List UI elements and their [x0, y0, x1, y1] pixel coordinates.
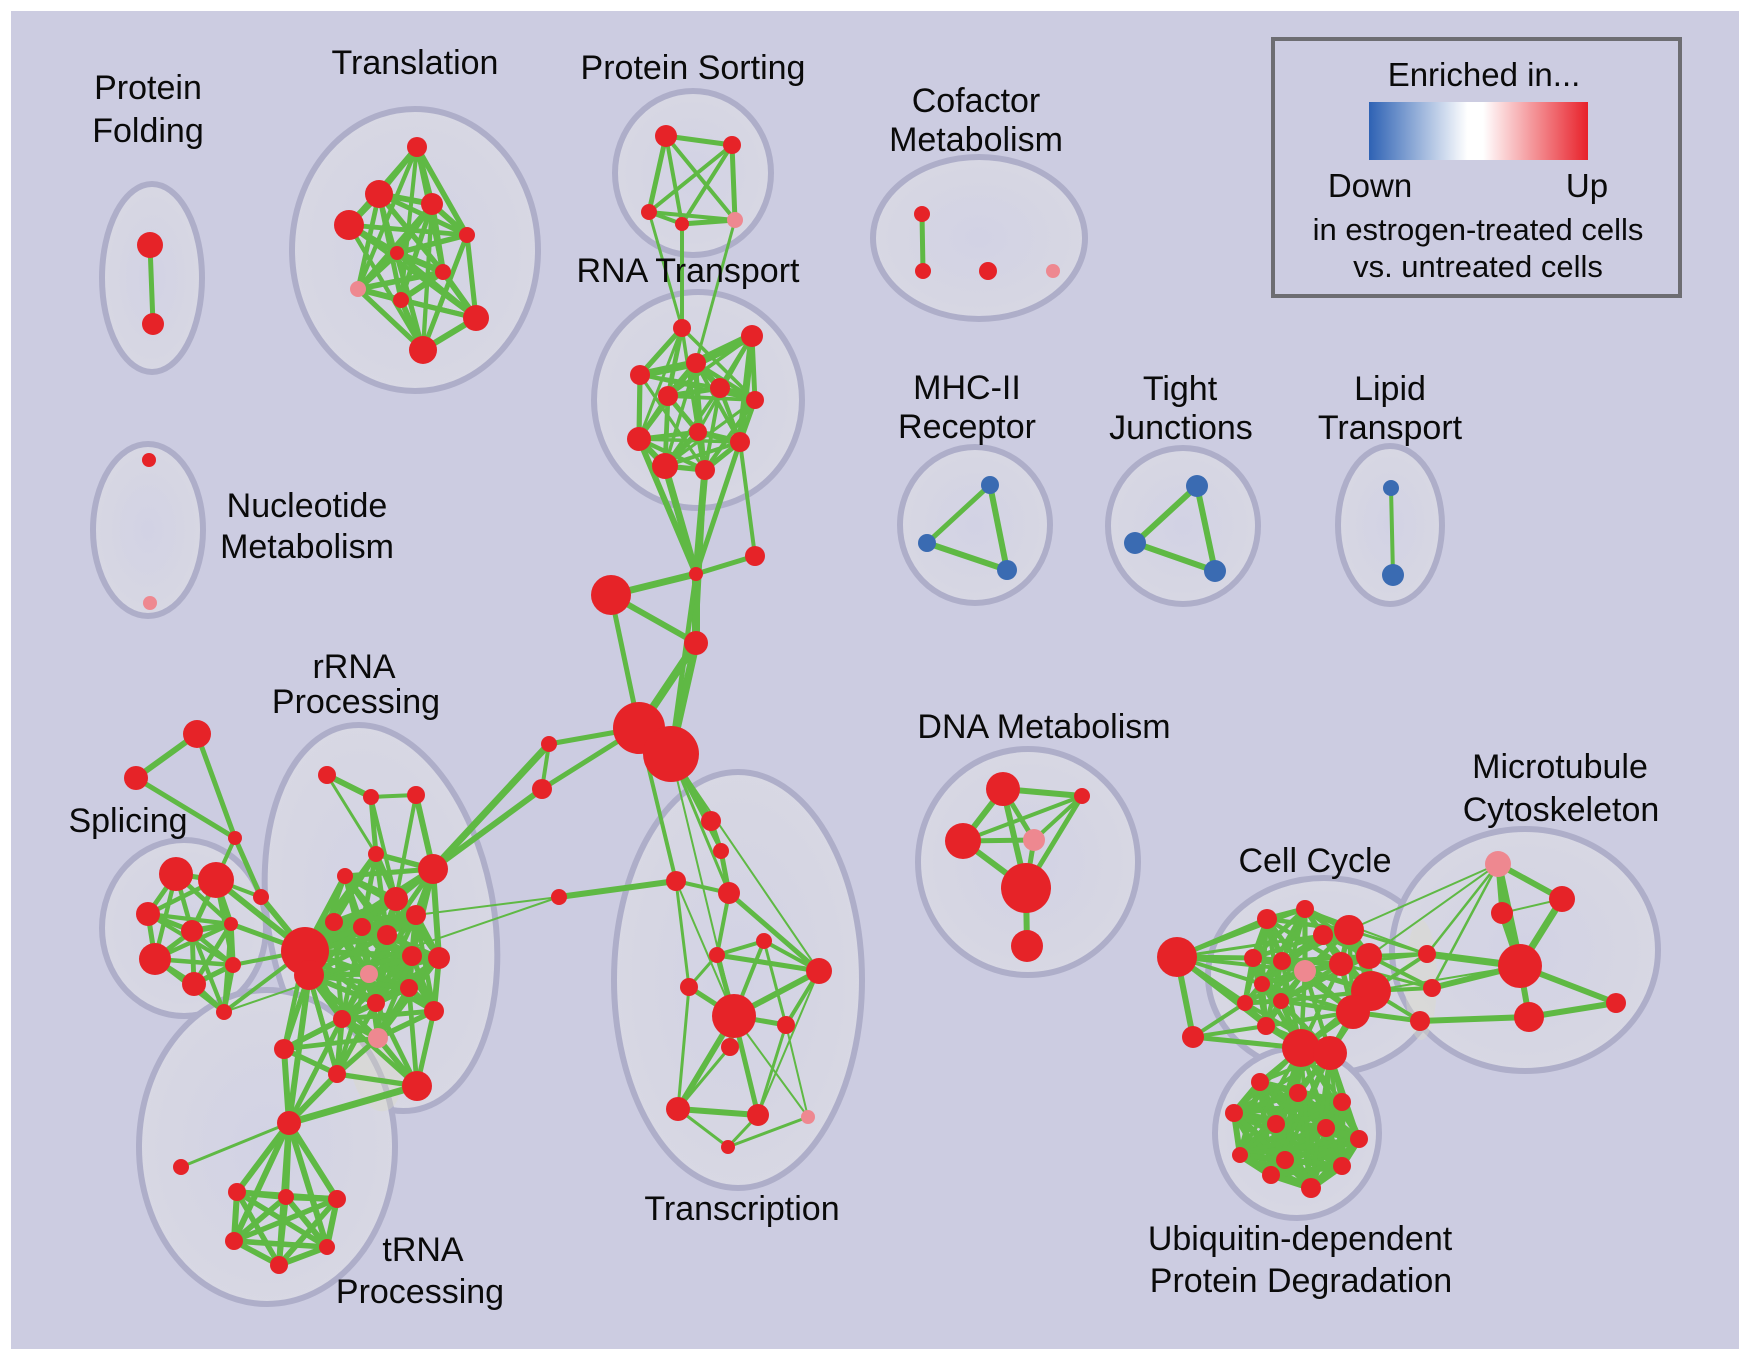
svg-text:Tight: Tight — [1143, 370, 1218, 408]
svg-text:Down: Down — [1328, 167, 1412, 204]
svg-text:Protein Sorting: Protein Sorting — [581, 49, 806, 87]
svg-text:Transport: Transport — [1318, 409, 1463, 447]
svg-text:Protein Degradation: Protein Degradation — [1150, 1262, 1452, 1300]
svg-text:tRNA: tRNA — [382, 1231, 464, 1269]
svg-text:Metabolism: Metabolism — [220, 528, 394, 566]
svg-text:Cytoskeleton: Cytoskeleton — [1463, 791, 1660, 829]
svg-text:Nucleotide: Nucleotide — [227, 487, 388, 525]
svg-text:Translation: Translation — [332, 44, 499, 82]
svg-text:Ubiquitin-dependent: Ubiquitin-dependent — [1148, 1220, 1453, 1258]
svg-text:Cell Cycle: Cell Cycle — [1238, 842, 1391, 880]
svg-text:MHC-II: MHC-II — [913, 369, 1021, 407]
svg-text:RNA Transport: RNA Transport — [577, 252, 801, 290]
svg-text:Lipid: Lipid — [1354, 370, 1426, 408]
svg-text:Junctions: Junctions — [1109, 409, 1253, 447]
svg-text:Enriched in...: Enriched in... — [1388, 56, 1581, 93]
svg-text:DNA Metabolism: DNA Metabolism — [917, 708, 1170, 746]
svg-text:in estrogen-treated cells: in estrogen-treated cells — [1313, 212, 1644, 247]
svg-text:rRNA: rRNA — [312, 648, 395, 686]
svg-text:Processing: Processing — [272, 683, 440, 721]
svg-text:Receptor: Receptor — [898, 408, 1036, 446]
svg-text:Up: Up — [1566, 167, 1608, 204]
svg-text:Cofactor: Cofactor — [912, 82, 1041, 120]
svg-text:vs. untreated cells: vs. untreated cells — [1353, 249, 1603, 284]
svg-text:Transcription: Transcription — [644, 1190, 839, 1228]
svg-text:Processing: Processing — [336, 1273, 504, 1311]
svg-text:Splicing: Splicing — [68, 802, 187, 840]
svg-text:Folding: Folding — [92, 112, 204, 150]
svg-text:Metabolism: Metabolism — [889, 121, 1063, 159]
svg-text:Microtubule: Microtubule — [1472, 748, 1648, 786]
svg-text:Protein: Protein — [94, 69, 202, 107]
